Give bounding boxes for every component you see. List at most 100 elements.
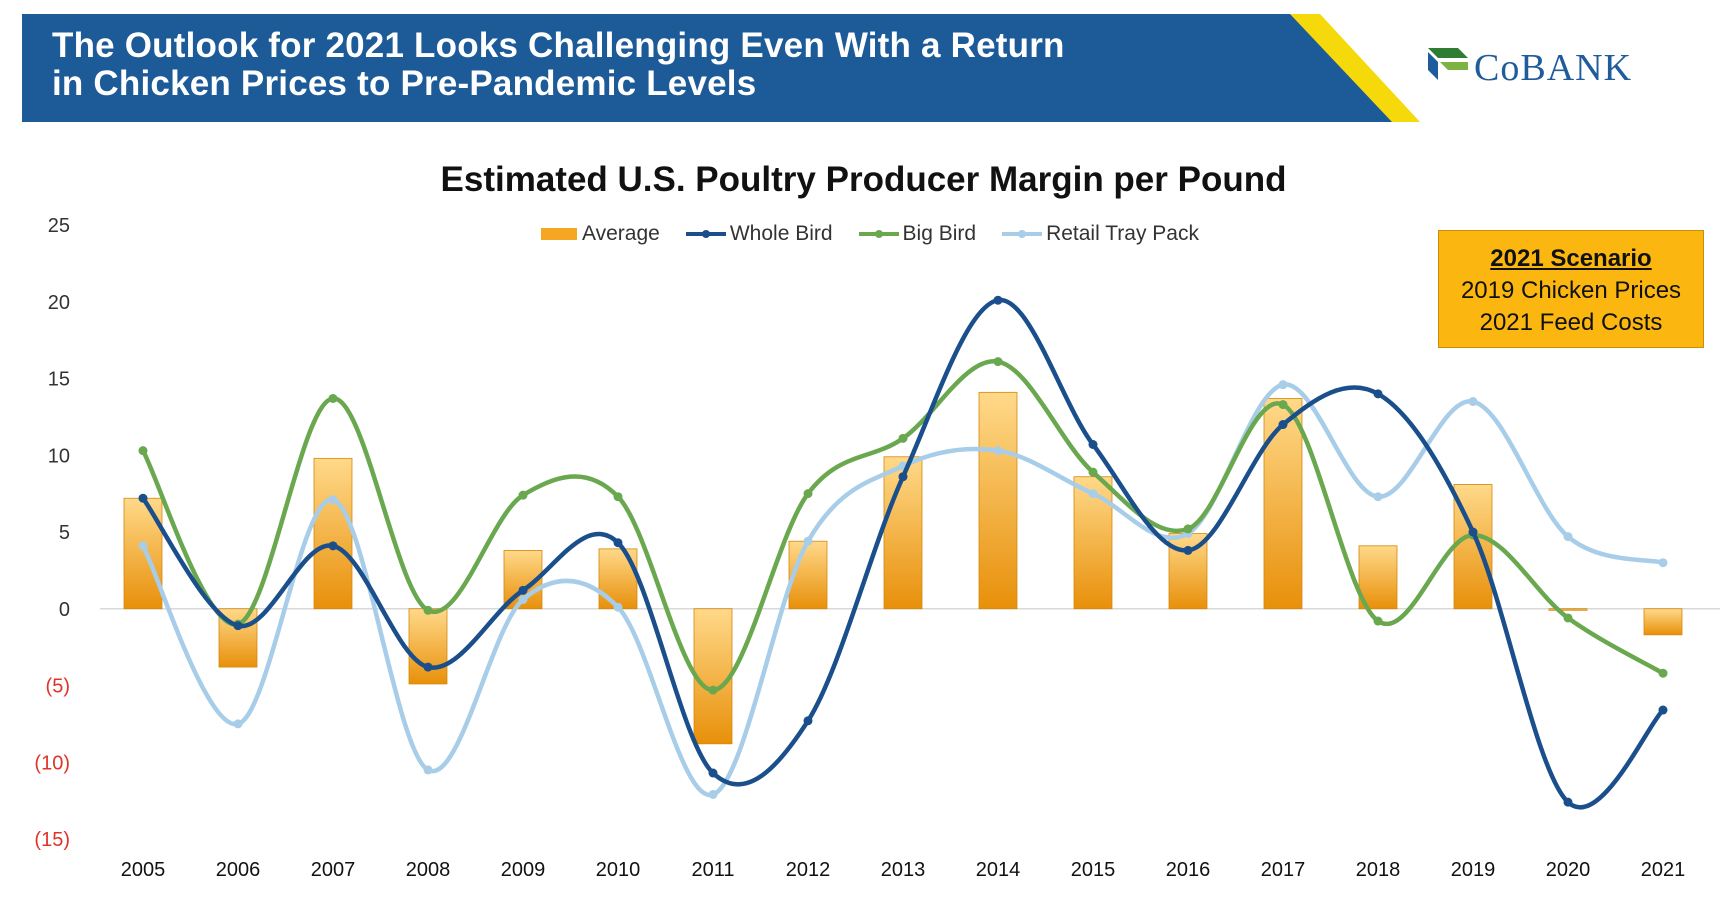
- point-big-bird-2008: [423, 605, 433, 615]
- y-tick-label: (15): [34, 829, 70, 851]
- legend-item-average: Average: [540, 222, 660, 246]
- scenario-line-1: 2019 Chicken Prices: [1460, 277, 1682, 304]
- slide-title-line-1: The Outlook for 2021 Looks Challenging E…: [52, 26, 1065, 65]
- point-retail-tray-pack-2020: [1563, 532, 1573, 542]
- point-big-bird-2017: [1278, 400, 1288, 410]
- title-banner: [22, 14, 1420, 122]
- point-whole-bird-2005: [138, 493, 148, 503]
- bar-average-2020: [1548, 608, 1588, 611]
- scenario-callout: 2021 Scenario 2019 Chicken Prices 2021 F…: [1438, 230, 1704, 348]
- point-big-bird-2011: [708, 685, 718, 695]
- point-retail-tray-pack-2005: [138, 541, 148, 551]
- point-whole-bird-2019: [1468, 527, 1478, 537]
- x-tick-label: 2019: [1451, 859, 1496, 881]
- bar-average-2008: [408, 608, 448, 685]
- point-big-bird-2020: [1563, 613, 1573, 623]
- legend-swatch-retail-tray-pack: [1002, 230, 1043, 238]
- legend-swatch-average: [541, 228, 577, 240]
- point-big-bird-2013: [898, 433, 908, 443]
- point-retail-tray-pack-2009: [518, 595, 528, 605]
- point-big-bird-2021: [1658, 668, 1668, 678]
- point-retail-tray-pack-2015: [1088, 489, 1098, 499]
- point-whole-bird-2011: [708, 768, 718, 778]
- chart-title: Estimated U.S. Poultry Producer Margin p…: [440, 160, 1287, 199]
- bar-average-2005: [123, 497, 163, 610]
- bar-average-2017: [1263, 398, 1303, 610]
- point-whole-bird-2012: [803, 716, 813, 726]
- bar-average-2014: [978, 391, 1018, 610]
- legend-swatch-big-bird: [858, 230, 899, 238]
- legend-item-whole-bird: Whole Bird: [685, 222, 833, 246]
- bar-average-2021: [1643, 608, 1683, 636]
- point-retail-tray-pack-2017: [1278, 380, 1288, 390]
- legend-label-big-bird: Big Bird: [902, 222, 977, 245]
- x-tick-label: 2017: [1261, 859, 1306, 881]
- x-tick-label: 2013: [881, 859, 926, 881]
- y-tick-label: 0: [59, 599, 70, 621]
- point-big-bird-2009: [518, 490, 528, 500]
- legend-label-retail-tray-pack: Retail Tray Pack: [1046, 222, 1199, 245]
- cobank-logo-text: CoBANK: [1474, 47, 1633, 89]
- point-whole-bird-2017: [1278, 420, 1288, 430]
- x-tick-label: 2014: [976, 859, 1021, 881]
- legend-label-average: Average: [582, 222, 660, 245]
- y-tick-label: 15: [48, 369, 70, 391]
- point-big-bird-2010: [613, 492, 623, 502]
- point-big-bird-2014: [993, 357, 1003, 367]
- legend-label-whole-bird: Whole Bird: [729, 222, 833, 245]
- bar-average-2010: [598, 548, 638, 610]
- y-tick-label: (10): [34, 752, 70, 774]
- point-whole-bird-2013: [898, 472, 908, 482]
- point-whole-bird-2020: [1563, 797, 1573, 807]
- x-tick-label: 2018: [1356, 859, 1401, 881]
- x-tick-label: 2011: [691, 859, 734, 881]
- point-big-bird-2012: [803, 489, 813, 499]
- y-tick-label: 5: [59, 522, 70, 544]
- x-tick-label: 2005: [121, 859, 166, 881]
- point-retail-tray-pack-2014: [993, 446, 1003, 456]
- point-retail-tray-pack-2008: [423, 765, 433, 775]
- point-retail-tray-pack-2012: [803, 536, 813, 546]
- point-whole-bird-2021: [1658, 705, 1668, 715]
- point-whole-bird-2010: [613, 538, 623, 548]
- point-retail-tray-pack-2019: [1468, 397, 1478, 407]
- y-tick-label: 25: [48, 215, 70, 237]
- point-big-bird-2007: [328, 393, 338, 403]
- banner-blue-band: [22, 14, 1392, 122]
- slide-title-line-2: in Chicken Prices to Pre-Pandemic Levels: [52, 64, 757, 103]
- point-retail-tray-pack-2021: [1658, 558, 1668, 568]
- chart-legend: Average Whole Bird Big Bird Retail Tray …: [540, 220, 1225, 248]
- x-tick-label: 2006: [216, 859, 261, 881]
- x-tick-label: 2010: [596, 859, 641, 881]
- point-whole-bird-2018: [1373, 389, 1383, 399]
- point-whole-bird-2014: [993, 295, 1003, 305]
- scenario-title: 2021 Scenario: [1490, 245, 1652, 272]
- point-big-bird-2005: [138, 446, 148, 456]
- x-tick-label: 2020: [1546, 859, 1591, 881]
- x-tick-label: 2008: [406, 859, 451, 881]
- banner-yellow-stripe: [1285, 14, 1420, 122]
- cobank-logo-icon: [1428, 48, 1468, 80]
- point-whole-bird-2016: [1183, 545, 1193, 555]
- x-tick-label: 2007: [311, 859, 356, 881]
- point-whole-bird-2015: [1088, 440, 1098, 450]
- x-tick-label: 2015: [1071, 859, 1116, 881]
- x-tick-label: 2016: [1166, 859, 1211, 881]
- point-retail-tray-pack-2011: [708, 789, 718, 799]
- point-whole-bird-2007: [328, 541, 338, 551]
- x-tick-label: 2021: [1641, 859, 1686, 881]
- line-retail-tray-pack: [140, 382, 1666, 797]
- point-retail-tray-pack-2010: [613, 602, 623, 612]
- y-tick-label: (5): [46, 676, 70, 698]
- point-big-bird-2015: [1088, 467, 1098, 477]
- point-retail-tray-pack-2006: [233, 719, 243, 729]
- point-retail-tray-pack-2018: [1373, 492, 1383, 502]
- scenario-line-2: 2021 Feed Costs: [1479, 309, 1663, 336]
- y-tick-label: 20: [48, 292, 70, 314]
- y-tick-label: 10: [48, 445, 70, 467]
- bar-average-2007: [313, 457, 353, 610]
- x-tick-label: 2009: [501, 859, 546, 881]
- point-whole-bird-2006: [233, 621, 243, 631]
- legend-item-retail-tray-pack: Retail Tray Pack: [1002, 222, 1199, 246]
